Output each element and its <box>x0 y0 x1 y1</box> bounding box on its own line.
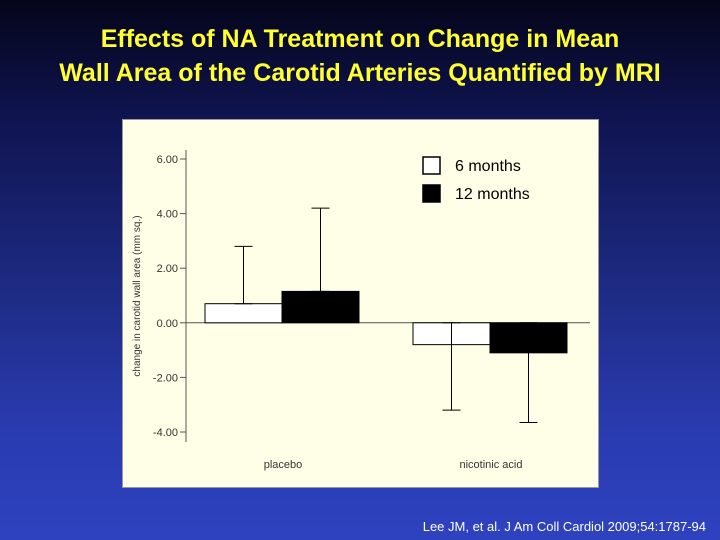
x-tick-label: placebo <box>264 459 303 471</box>
legend-swatch <box>422 184 441 203</box>
y-tick-label: -2.00 <box>153 372 178 384</box>
legend-label: 6 months <box>455 158 521 175</box>
y-tick-label: -4.00 <box>153 427 178 439</box>
bar <box>281 290 360 324</box>
legend-swatch <box>422 156 441 175</box>
bar <box>204 303 283 324</box>
chart-panel: 6.00 4.00 2.00 0.00 -2.00 -4.00 change in caro… <box>122 119 599 488</box>
slide-title: Effects of NA Treatment on Change in Mea… <box>0 22 720 90</box>
y-axis-label: change in carotid wall area (mm sq.) <box>132 215 143 376</box>
y-tick-label: 6.00 <box>157 154 178 166</box>
x-tick-label: nicotinic acid <box>460 459 523 471</box>
bar-chart: 6.00 4.00 2.00 0.00 -2.00 -4.00 change in caro… <box>132 150 590 471</box>
slide-title-line-2: Wall Area of the Carotid Arteries Quanti… <box>59 59 661 87</box>
y-tick-label: 2.00 <box>157 263 178 275</box>
y-tick-label: 0.00 <box>157 318 178 330</box>
y-tick-label: 4.00 <box>157 209 178 221</box>
legend-label: 12 months <box>455 186 530 203</box>
citation: Lee JM, et al. J Am Coll Cardiol 2009;54… <box>422 519 706 534</box>
slide-title-line-1: Effects of NA Treatment on Change in Mea… <box>100 25 620 53</box>
